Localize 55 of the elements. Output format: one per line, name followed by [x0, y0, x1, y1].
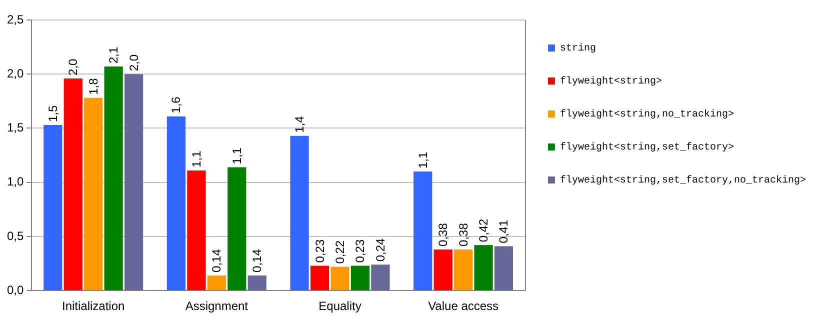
bar [310, 266, 330, 290]
bar [371, 264, 390, 290]
y-tick-label: 1,5 [6, 120, 24, 135]
data-label: 1,4 [292, 116, 307, 133]
bar [330, 266, 350, 290]
data-label: 0,38 [436, 222, 450, 246]
data-label: 0,14 [250, 248, 264, 272]
data-label: 0,14 [210, 248, 224, 272]
y-tick-label: 2,5 [6, 12, 24, 26]
y-tick-label: 0,5 [6, 228, 24, 243]
bar [290, 136, 309, 290]
bar [350, 266, 370, 290]
data-label: 0,23 [353, 239, 368, 263]
data-label: 0,23 [312, 239, 327, 263]
x-tick-label: Initialization [62, 299, 125, 314]
data-label: 1,8 [86, 78, 100, 95]
bar [104, 66, 123, 290]
bar [474, 245, 493, 290]
data-label: 1,1 [416, 152, 430, 169]
x-tick-label: Assignment [185, 299, 249, 314]
x-tick-label: Value access [428, 299, 499, 314]
data-label: 2,1 [106, 46, 121, 64]
data-label: 1,1 [230, 147, 244, 164]
bar [124, 74, 144, 290]
data-label: 0,24 [373, 238, 388, 262]
bar [454, 249, 473, 290]
bar [228, 167, 246, 290]
bar [434, 249, 452, 290]
legend-label: flyweight<string,set_factory> [560, 142, 734, 154]
legend-label: flyweight<string,set_factory,no_tracking> [560, 174, 806, 187]
y-tick-label: 1,0 [6, 174, 24, 189]
data-label: 0,42 [476, 218, 491, 242]
bar [207, 275, 226, 290]
bar [84, 98, 103, 290]
y-tick-label: 2,0 [6, 66, 24, 80]
data-label: 1,5 [46, 104, 60, 122]
bar [494, 246, 514, 290]
bar [166, 116, 186, 290]
legend-label: flyweight<string,no_tracking> [560, 108, 734, 121]
data-label: 1,6 [169, 96, 184, 114]
bar [414, 172, 432, 290]
x-tick-label: Equality [318, 299, 362, 314]
y-tick-label: 0,0 [6, 282, 24, 297]
legend-label: string [560, 42, 596, 55]
bar [248, 275, 266, 290]
data-label: 0,38 [456, 222, 470, 246]
data-label: 2,0 [66, 58, 80, 76]
bar [44, 124, 62, 290]
data-label: 2,0 [126, 54, 141, 72]
data-label: 1,1 [189, 150, 204, 168]
bar [64, 78, 82, 290]
data-label: 0,41 [496, 220, 511, 244]
legend-label: flyweight<string> [560, 76, 662, 88]
bar [187, 170, 206, 290]
data-label: 0,22 [332, 240, 347, 264]
